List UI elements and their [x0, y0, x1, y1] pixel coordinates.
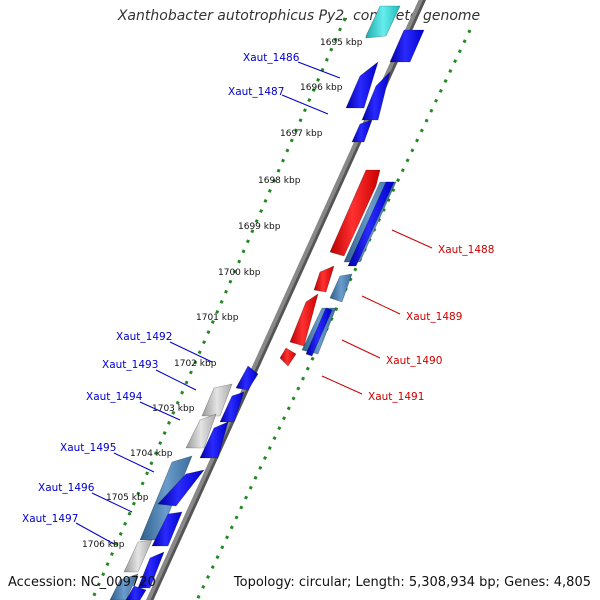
kbp-tick-label: 1705 kbp: [106, 493, 149, 503]
gene-label-left[interactable]: Xaut_1495: [60, 442, 116, 454]
kbp-tick-label: 1704 kbp: [130, 449, 173, 459]
kbp-tick-label: 1701 kbp: [196, 313, 239, 323]
accession-label: Accession: NC_009720: [8, 575, 156, 590]
gene-leader-line: [281, 94, 329, 115]
gene-xaut-1487[interactable]: [361, 71, 391, 121]
gene-xaut-1493[interactable]: [219, 391, 245, 423]
gene-label-left[interactable]: Xaut_1492: [116, 331, 172, 343]
gene-leader-line: [169, 341, 213, 363]
gene-xaut-1494-gray[interactable]: [185, 413, 217, 449]
kbp-tick-label: 1696 kbp: [300, 83, 343, 93]
gene-label-left[interactable]: Xaut_1496: [38, 482, 95, 494]
gene-blue-top-right[interactable]: [389, 29, 425, 63]
gene-xaut-1490-red[interactable]: [289, 293, 319, 347]
gene-blue-1706[interactable]: [137, 551, 165, 589]
gene-label-left[interactable]: Xaut_1487: [228, 86, 284, 98]
gene-leader-line: [139, 401, 181, 421]
gene-xaut-1486[interactable]: [345, 61, 379, 109]
left-dotted-track: [90, 17, 347, 600]
gene-blue-bottom[interactable]: [125, 585, 147, 600]
gene-xaut-1496-blue[interactable]: [157, 469, 205, 507]
gene-cyan-top[interactable]: [365, 5, 401, 39]
gene-leader-line: [361, 295, 401, 315]
kbp-tick-label: 1702 kbp: [174, 359, 217, 369]
kbp-tick-label: 1699 kbp: [238, 222, 281, 232]
kbp-tick-label: 1703 kbp: [152, 404, 195, 414]
kbp-tick-label: 1706 kbp: [82, 540, 125, 550]
gene-xaut-1488-red[interactable]: [329, 169, 381, 257]
gene-xaut-1491-red[interactable]: [279, 347, 297, 367]
kbp-tick-label: 1695 kbp: [320, 38, 363, 48]
gene-leader-line: [75, 522, 115, 545]
gene-small-1697[interactable]: [351, 119, 373, 143]
gene-label-left[interactable]: Xaut_1494: [86, 391, 143, 403]
gene-leader-line: [113, 452, 155, 473]
gene-xaut-1497-blue[interactable]: [151, 511, 183, 547]
gene-label-left[interactable]: Xaut_1486: [243, 52, 300, 64]
gene-leader-line: [297, 61, 341, 79]
gene-steel-bottom[interactable]: [109, 573, 139, 600]
kbp-tick-label: 1697 kbp: [280, 129, 323, 139]
gene-label-right[interactable]: Xaut_1490: [386, 355, 442, 367]
gene-leader-line: [341, 339, 381, 359]
gene-label-right[interactable]: Xaut_1488: [438, 244, 494, 256]
gene-label-left[interactable]: Xaut_1497: [22, 513, 78, 525]
gene-leader-line: [91, 492, 133, 513]
kbp-tick-label: 1698 kbp: [258, 176, 301, 186]
gene-gray-1706[interactable]: [123, 539, 153, 573]
gene-xaut-1489-steel[interactable]: [329, 273, 353, 303]
gene-xaut-1494-blue[interactable]: [199, 421, 229, 459]
gene-leader-line: [155, 369, 197, 391]
gene-label-left[interactable]: Xaut_1493: [102, 359, 158, 371]
gene-xaut-1489-red[interactable]: [313, 265, 335, 293]
gene-xaut-1488-blue[interactable]: [347, 181, 395, 267]
genome-stats-label: Topology: circular; Length: 5,308,934 bp…: [233, 575, 591, 590]
gene-leader-line: [391, 229, 433, 249]
gene-leader-line: [321, 375, 363, 395]
gene-label-right[interactable]: Xaut_1489: [406, 311, 462, 323]
gene-xaut-1490-blue[interactable]: [305, 307, 333, 357]
gene-xaut-1492[interactable]: [235, 365, 259, 391]
kbp-tick-label: 1700 kbp: [218, 268, 261, 278]
gene-label-right[interactable]: Xaut_1491: [368, 391, 424, 403]
